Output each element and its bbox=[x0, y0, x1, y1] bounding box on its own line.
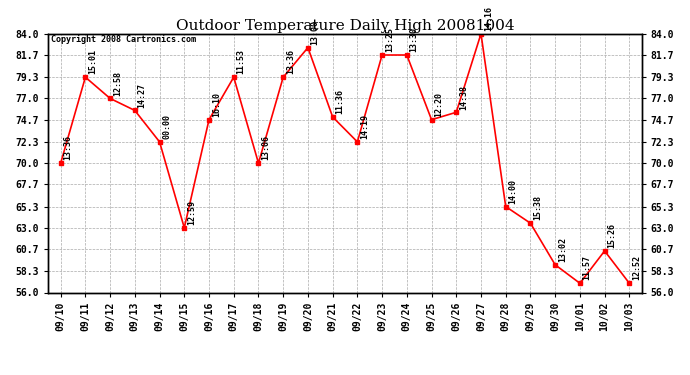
Text: 12:20: 12:20 bbox=[434, 92, 443, 117]
Text: 13:00: 13:00 bbox=[310, 20, 319, 45]
Text: 14:16: 14:16 bbox=[484, 6, 493, 31]
Text: 14:38: 14:38 bbox=[459, 84, 468, 109]
Text: Copyright 2008 Cartronics.com: Copyright 2008 Cartronics.com bbox=[51, 35, 196, 44]
Text: 00:00: 00:00 bbox=[162, 114, 171, 139]
Text: 12:59: 12:59 bbox=[187, 200, 196, 225]
Text: 13:02: 13:02 bbox=[558, 237, 567, 262]
Text: 12:58: 12:58 bbox=[113, 70, 122, 96]
Title: Outdoor Temperature Daily High 20081004: Outdoor Temperature Daily High 20081004 bbox=[176, 19, 514, 33]
Text: 13:06: 13:06 bbox=[262, 135, 270, 160]
Text: 13:36: 13:36 bbox=[286, 50, 295, 74]
Text: 11:57: 11:57 bbox=[582, 255, 591, 280]
Text: 14:27: 14:27 bbox=[137, 82, 146, 108]
Text: 13:36: 13:36 bbox=[63, 135, 72, 160]
Text: 11:36: 11:36 bbox=[335, 89, 344, 114]
Text: 14:19: 14:19 bbox=[360, 114, 369, 139]
Text: 13:30: 13:30 bbox=[410, 27, 419, 52]
Text: 15:26: 15:26 bbox=[607, 223, 616, 248]
Text: 13:25: 13:25 bbox=[385, 27, 394, 52]
Text: 11:53: 11:53 bbox=[237, 50, 246, 74]
Text: 15:01: 15:01 bbox=[88, 50, 97, 74]
Text: 15:38: 15:38 bbox=[533, 195, 542, 220]
Text: 16:10: 16:10 bbox=[212, 92, 221, 117]
Text: 14:00: 14:00 bbox=[509, 179, 518, 204]
Text: 12:52: 12:52 bbox=[632, 255, 641, 280]
